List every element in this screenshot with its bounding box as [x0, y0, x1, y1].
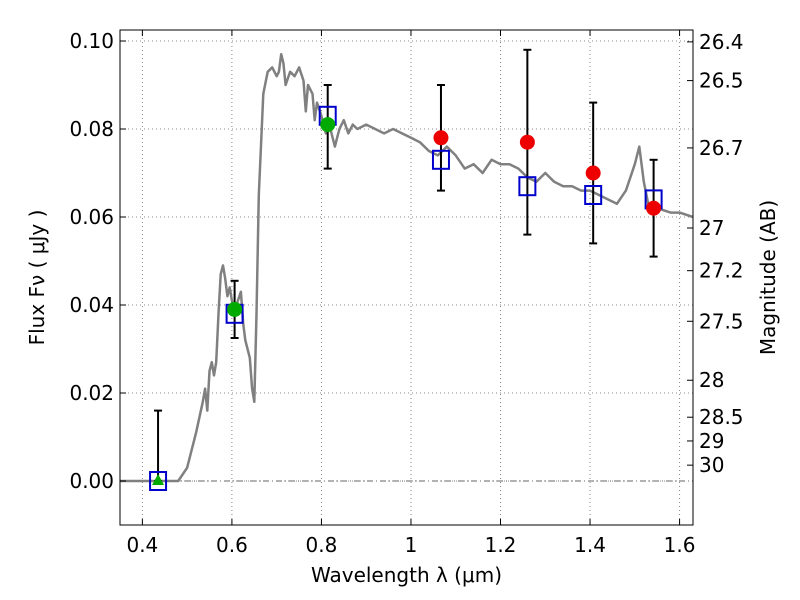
- model-box-layer: [149, 105, 663, 491]
- x-tick-label: 0.8: [306, 533, 338, 557]
- x-tick-label: 1.4: [574, 533, 606, 557]
- x-axis-label: Wavelength λ (μm): [311, 563, 502, 587]
- y-axis-label: Flux Fν ( μJy ): [25, 210, 49, 346]
- mag-tick-label: 26.7: [699, 136, 744, 160]
- mag-tick-label: 27: [699, 216, 724, 240]
- observed-point-red: [585, 165, 601, 181]
- mag-tick-label: 29: [699, 429, 724, 453]
- upper-limit-triangle: [152, 474, 165, 485]
- x-tick-label: 1.6: [664, 533, 696, 557]
- grid-lines: [120, 30, 693, 525]
- x-tick-label: 0.6: [216, 533, 248, 557]
- y-axis-right-label: Magnitude (AB): [756, 200, 780, 355]
- y-tick-label: 0.04: [69, 293, 114, 317]
- observed-point-green: [320, 117, 336, 133]
- plot-frame: [119, 29, 694, 526]
- tick-layer: 0.4 0.6 0.8 1 1.2 1.4 1.6 0.00 0.02 0.04 0.06 0.08 0…: [69, 29, 743, 557]
- model-photometry-box: [149, 471, 168, 491]
- observed-point-layer: [152, 117, 662, 485]
- y-tick-label: 0.10: [69, 29, 114, 53]
- errorbar-layer: [154, 48, 658, 482]
- observed-point-red: [646, 200, 662, 216]
- mag-tick-label: 27.2: [699, 259, 744, 283]
- y-tick-label: 0.00: [69, 469, 114, 493]
- y-tick-label: 0.08: [69, 117, 114, 141]
- mag-tick-label: 27.5: [699, 309, 744, 333]
- x-tick-label: 1: [405, 533, 418, 557]
- y-tick-label: 0.02: [69, 381, 114, 405]
- model-photometry-box: [584, 185, 603, 205]
- x-tick-label: 0.4: [126, 533, 158, 557]
- mag-tick-label: 28: [699, 368, 724, 392]
- observed-point-red: [433, 130, 449, 146]
- model-photometry-box: [431, 149, 450, 170]
- y-tick-label: 0.06: [69, 205, 114, 229]
- mag-tick-label: 26.5: [699, 69, 744, 93]
- mag-tick-label: 30: [699, 453, 724, 477]
- mag-tick-label: 28.5: [699, 405, 744, 429]
- model-photometry-box: [518, 176, 537, 197]
- observed-point-red: [519, 134, 535, 150]
- mag-tick-label: 26.4: [699, 30, 744, 54]
- observed-point-green: [227, 301, 243, 317]
- model-sed-layer: [120, 52, 694, 483]
- model-sed-line: [120, 52, 694, 483]
- x-tick-label: 1.2: [485, 533, 517, 557]
